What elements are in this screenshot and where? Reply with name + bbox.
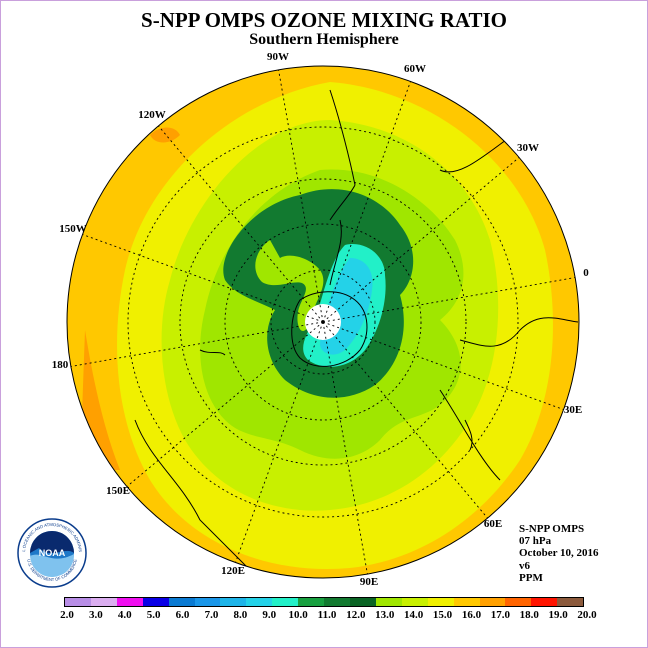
info-level: 07 hPa (519, 535, 552, 548)
info-instrument: S-NPP OMPS (519, 523, 585, 535)
colorbar-tick-label: 4.0 (117, 609, 132, 621)
info-units: PPM (519, 571, 543, 584)
colorbar-swatch (324, 598, 350, 606)
field-13ppm-notch (255, 240, 324, 332)
colorbar-tick-label: 3.0 (89, 609, 103, 621)
colorbar-swatch (349, 598, 376, 606)
colorbar-swatch (116, 598, 143, 606)
map-title: S-NPP OMPS OZONE MIXING RATIO (141, 8, 507, 32)
colorbar-tick-label: 6.0 (175, 609, 190, 621)
colorbar-swatch (557, 598, 584, 606)
colorbar-tick-label: 9.0 (262, 609, 277, 621)
colorbar-ticks: 2.0 3.0 4.0 5.0 6.0 7.0 8.0 9.0 10.0 11.0 12.0 13.0… (0, 609, 648, 623)
colorbar-swatch (90, 598, 117, 606)
colorbar-swatch (246, 598, 273, 606)
colorbar-swatch (479, 598, 506, 606)
colorbar-tick-label: 16.0 (461, 609, 482, 621)
longitude-label: 0 (583, 267, 589, 279)
colorbar-swatch (531, 598, 558, 606)
colorbar-tick-label: 13.0 (375, 609, 395, 621)
colorbar-swatch (65, 598, 91, 606)
colorbar-swatch (375, 598, 402, 606)
colorbar-tick-label: 17.0 (490, 609, 510, 621)
colorbar-swatch (505, 598, 532, 606)
colorbar-tick-label: 18.0 (519, 609, 539, 621)
map-boundary (66, 65, 580, 579)
info-version: v6 (519, 559, 530, 572)
colorbar-tick-label: 20.0 (577, 609, 597, 621)
logo-text: NOAA (39, 548, 66, 558)
longitude-label: 60E (484, 518, 502, 530)
colorbar-tick-label: 15.0 (432, 609, 453, 621)
colorbar-swatch (272, 598, 299, 606)
colorbar-tick-label: 19.0 (548, 609, 568, 621)
longitude-label: 60W (404, 63, 426, 75)
colorbar-tick-label: 5.0 (146, 609, 161, 621)
colorbar-swatch (427, 598, 454, 606)
longitude-label: 150W (59, 223, 87, 235)
longitude-label: 90W (267, 51, 289, 63)
field-17ppm-north (150, 127, 180, 143)
colorbar-tick-label: 11.0 (317, 609, 337, 621)
colorbar (64, 597, 584, 607)
longitude-label: 30E (564, 404, 582, 416)
colorbar-swatch (168, 598, 195, 606)
colorbar-swatch (194, 598, 221, 606)
colorbar-tick-label: 14.0 (404, 609, 424, 621)
graticule (127, 126, 519, 518)
colorbar-tick-label: 8.0 (233, 609, 248, 621)
colorbar-swatch (401, 598, 428, 606)
longitude-label: 90E (360, 576, 378, 588)
info-date: October 10, 2016 (519, 547, 599, 560)
map-subtitle: Southern Hemisphere (249, 31, 399, 48)
colorbar-tick-label: 12.0 (346, 609, 366, 621)
colorbar-tick-label: 10.0 (288, 609, 308, 621)
longitude-label: 30W (517, 142, 539, 154)
map-info: S-NPP OMPS 07 hPa October 10, 2016 v6 PP… (519, 523, 599, 584)
colorbar-tick-label: 7.0 (204, 609, 219, 621)
longitude-label: 120W (138, 109, 166, 121)
colorbar-swatch (220, 598, 247, 606)
colorbar-tick-label: 2.0 (60, 609, 74, 621)
longitude-label: 150E (106, 485, 130, 497)
longitude-labels: 90W 60W 120W 30W 150W 0 180 30E 150E 60E 120E 90E (52, 51, 590, 588)
colorbar-swatch (453, 598, 480, 606)
colorbar-swatch (142, 598, 169, 606)
longitude-label: 180 (52, 359, 69, 371)
longitude-label: 120E (221, 565, 245, 577)
noaa-logo: NOAA NATIONAL OCEANIC AND ATMOSPHERIC AD… (15, 514, 87, 588)
colorbar-swatch (298, 598, 325, 606)
